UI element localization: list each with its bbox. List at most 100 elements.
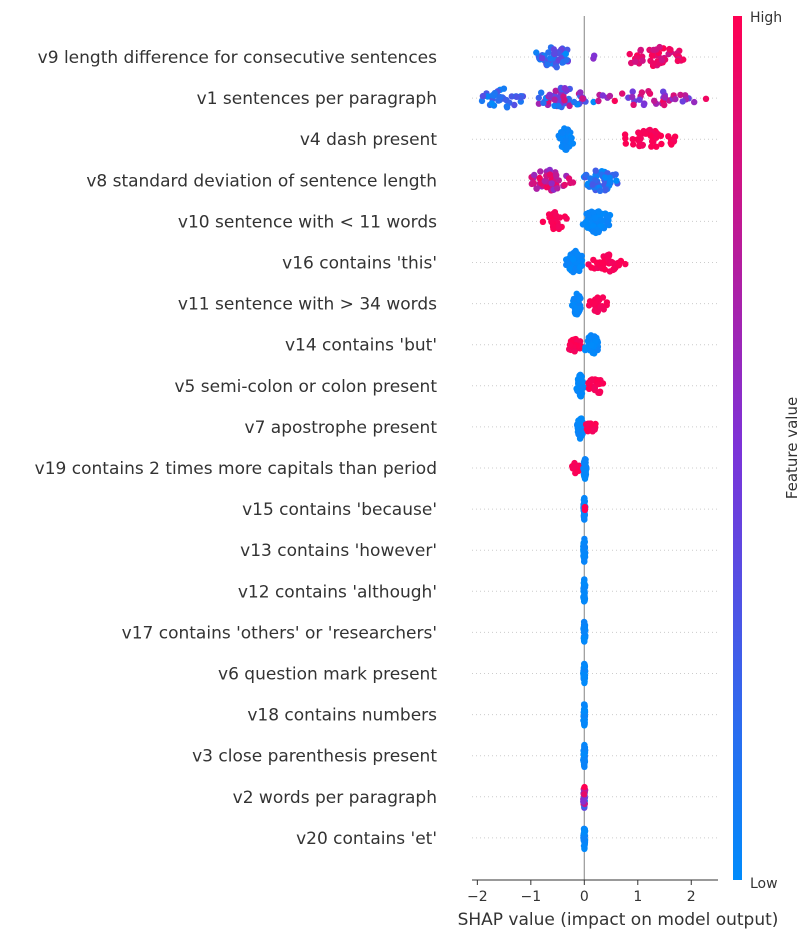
feature-label: v13 contains 'however' [240,541,437,561]
shap-dot [606,92,614,100]
feature-label: v8 standard deviation of sentence length [86,171,437,191]
colorbar-low-label: Low [750,876,778,892]
shap-dot [636,96,643,103]
shap-dot [555,102,562,110]
shap-dot [598,259,605,266]
shap-dot [500,85,508,92]
shap-dot [648,52,656,59]
shap-dot [575,296,583,303]
shap-dot [546,171,554,178]
shap-dot [653,143,660,150]
shap-dot [478,97,486,105]
shap-dot [581,746,589,753]
shap-dot [601,266,608,273]
shap-dot [588,264,595,271]
feature-label: v15 contains 'because' [242,500,437,520]
shap-dot [639,57,646,64]
shap-dot [561,97,568,104]
x-tick-label: 1 [633,889,642,905]
shap-dot [599,217,606,224]
shap-dot [613,177,620,184]
shap-dot [674,57,681,65]
shap-dot [629,93,636,101]
colorbar-high-label: High [750,10,782,26]
shap-dot [561,85,568,92]
shap-dot [658,56,666,64]
shap-dot [580,637,588,644]
shap-dot [582,218,589,226]
row-guide-lines [472,56,718,839]
shap-dot [503,103,510,110]
shap-dot [636,130,643,138]
shap-dot [585,334,592,341]
shap-dot [533,49,540,56]
shap-dot [539,55,546,62]
shap-dot [546,91,553,99]
shap-dot [562,137,569,144]
feature-label: v19 contains 2 times more capitals than … [35,459,437,479]
shap-dot [580,751,587,758]
shap-dot [579,95,586,102]
shap-dot [638,89,646,96]
shap-dot [642,130,649,137]
shap-dot [599,92,606,99]
feature-labels: v9 length difference for consecutive sen… [35,48,438,849]
shap-dot [603,299,611,306]
shap-dot [581,759,588,766]
shap-dot [611,265,618,273]
shap-dot [537,168,544,175]
shap-dot [551,96,558,103]
shap-dot [630,141,637,148]
shap-dot [484,93,491,100]
shap-dot [648,138,656,145]
shap-dot [572,307,580,315]
shap-dot [585,385,593,392]
shap-dot [566,341,574,349]
shap-dot [606,174,613,181]
shap-dot [650,46,657,54]
shap-dot [621,131,629,138]
shap-dot [581,511,588,519]
feature-label: v4 dash present [300,130,437,150]
shap-dot [489,92,496,99]
shap-dot [702,95,710,103]
feature-label: v10 sentence with < 11 words [178,212,437,232]
feature-label: v14 contains 'but' [285,336,437,356]
shap-dot [595,97,602,105]
feature-label: v11 sentence with > 34 words [178,295,437,315]
shap-dot [581,701,588,709]
shap-dot [547,55,554,62]
shap-dot [553,63,560,71]
shap-dot [581,506,589,514]
shap-dot [608,258,615,266]
shap-dot [615,262,623,269]
shap-dots [478,43,710,853]
shap-dot [554,185,561,192]
shap-dot [577,89,584,96]
shap-dot [588,341,595,349]
shap-dot [632,58,639,65]
shap-dot [656,43,663,51]
shap-dot [546,166,553,174]
shap-dot [619,90,626,97]
feature-label: v6 question mark present [218,665,437,685]
shap-dot [581,719,588,726]
shap-dot [661,94,669,101]
shap-dot [648,143,655,150]
shap-dot [594,294,601,302]
shap-dot [587,175,594,182]
x-axis-title: SHAP value (impact on model output) [458,910,779,930]
shap-dot [569,179,577,186]
shap-dot [646,90,654,97]
shap-dot [581,708,588,715]
shap-dot [658,140,665,148]
shap-dot [576,264,584,271]
shap-dot [561,181,568,189]
shap-dot [577,304,584,312]
shap-dot [657,132,665,139]
feature-label: v9 length difference for consecutive sen… [38,48,437,68]
colorbar: High Low Feature value [733,10,801,892]
shap-dot [649,60,657,67]
shap-dot [661,101,668,109]
